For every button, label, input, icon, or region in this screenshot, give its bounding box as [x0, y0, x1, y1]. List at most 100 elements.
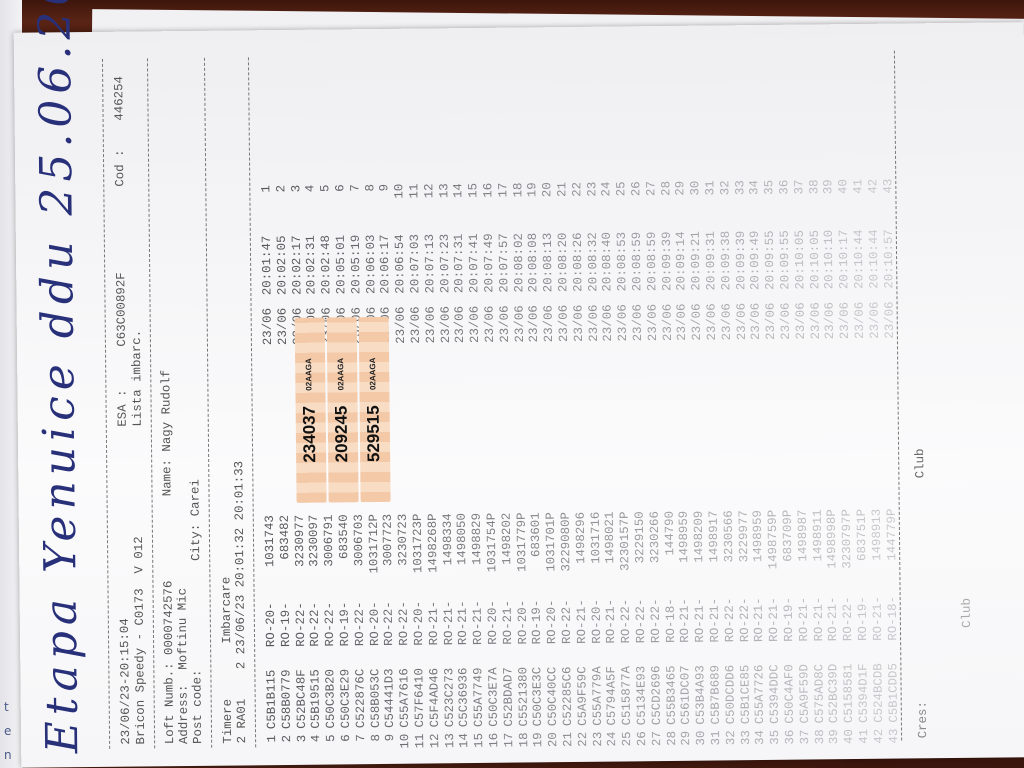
ring-number: 3230266	[647, 511, 663, 564]
arrival-index: 36	[777, 179, 792, 195]
country-year: RO-22-	[308, 601, 323, 647]
ring-id: C5521380	[515, 666, 531, 727]
address: Address: Moftinu Mic	[175, 587, 192, 745]
arrival-index: 11	[407, 183, 422, 199]
arrival-date: 23/06	[275, 307, 290, 346]
arrival-time: 20:10:44	[851, 229, 867, 290]
arrival-time: 20:07:31	[452, 233, 467, 294]
ring-id: C58B0779	[279, 669, 294, 730]
country-year: RO-19-	[781, 597, 797, 642]
country-year: RO-22-	[633, 598, 649, 644]
country-year: RO-22-	[293, 602, 308, 647]
arrival-date: 23/06	[704, 303, 719, 341]
ring-number: 1498334	[440, 513, 455, 566]
club-label: Club	[913, 448, 928, 479]
list-title: Lista imbarc.	[129, 329, 145, 427]
ring-id: C5B19515	[308, 669, 324, 729]
row-number: 38	[812, 729, 827, 745]
row-number: 20	[546, 732, 561, 748]
cres-label: Cres:	[915, 701, 931, 739]
arrival-date: 23/06	[600, 304, 616, 342]
arrival-index: 39	[821, 179, 836, 195]
ring-number: 3229150	[632, 511, 648, 564]
timers-label: Timere	[220, 698, 236, 744]
divider	[101, 58, 111, 749]
row-number: 6	[339, 734, 354, 742]
ring-number: 1498917	[706, 510, 722, 563]
row-number: 32	[723, 730, 738, 746]
row-number: 26	[635, 731, 650, 747]
country-year: RO-22-	[559, 599, 575, 645]
sticker-number: 234037	[299, 405, 320, 463]
country-year: RO-20-	[544, 599, 560, 645]
row-number: 5	[324, 734, 339, 743]
ring-number: 144790	[662, 510, 677, 556]
arrival-time: 20:09:39	[659, 231, 675, 292]
row-number: 42	[871, 728, 886, 744]
arrival-index: 4	[303, 184, 318, 193]
handwritten-title: Etapa Yenuice ddu 25.06.2023	[28, 0, 89, 754]
row-number: 15	[472, 732, 487, 748]
arrival-time: 20:10:44	[866, 229, 882, 289]
left-sheet-letter: e	[4, 724, 12, 738]
arrival-date: 23/06	[423, 306, 438, 344]
ring-id: C5134E93	[634, 665, 649, 726]
row-number: 1	[265, 735, 280, 743]
arrival-date: 23/06	[482, 305, 497, 343]
row-number: 12	[427, 733, 442, 749]
row-number: 37	[797, 729, 812, 745]
arrival-date: 23/06	[526, 305, 542, 343]
arrival-date: 23/06	[734, 302, 749, 341]
ring-id: C515877A	[619, 665, 635, 726]
ring-number: 3230566	[721, 510, 737, 563]
row-number: 30	[694, 730, 709, 746]
arrival-index: 37	[792, 179, 807, 195]
ring-number: 1031743	[262, 515, 278, 568]
cod-label: Cod :	[112, 149, 128, 187]
country-year: RO-21-	[766, 597, 782, 642]
ring-number: 1498759P	[765, 509, 781, 570]
row-number: 16	[487, 732, 502, 748]
row-number: 4	[309, 734, 324, 743]
arrival-time: 20:08:59	[644, 231, 660, 292]
arrival-index: 33	[732, 180, 748, 196]
country-year: RO-21-	[500, 599, 515, 645]
ring-id: C5C36936	[456, 667, 472, 728]
arrival-date: 23/06	[408, 306, 423, 344]
arrival-time: 20:06:54	[392, 234, 408, 294]
row-number: 19	[531, 732, 546, 748]
arrival-index: 8	[362, 184, 377, 192]
row-number: 13	[442, 733, 457, 749]
arrival-time: 20:07:57	[496, 233, 512, 293]
arrival-index: 34	[747, 179, 762, 196]
country-year: RO-21-	[604, 598, 619, 644]
ring-id: C50C40CC	[545, 666, 561, 727]
ring-id: C50C4AF0	[782, 664, 797, 724]
ring-number: 1498202	[499, 512, 515, 565]
country-year: RO-22-	[722, 597, 737, 643]
arrival-index: 5	[318, 184, 333, 193]
ring-id: C575AD8C	[811, 663, 827, 724]
ring-id: C5F4AD46	[427, 667, 442, 728]
ring-id: C52BC39D	[826, 663, 842, 724]
country-year: RO-21-	[470, 600, 486, 646]
arrival-date: 23/06	[748, 302, 764, 341]
arrival-time: 20:09:55	[762, 230, 778, 290]
country-year: RO-22-	[840, 596, 856, 642]
ring-number: 3006791	[321, 514, 337, 567]
owner-name: Name: Nagy Rudolf	[159, 369, 175, 497]
sticker-number: 529515	[363, 405, 384, 463]
ring-number: 3230797P	[839, 509, 855, 569]
country-year: RO-20-	[411, 600, 427, 646]
ring-id: C58B053C	[367, 668, 383, 729]
arrival-time: 20:08:32	[585, 232, 601, 292]
arrival-date: 23/06	[630, 304, 645, 342]
arrival-time: 20:09:39	[733, 230, 749, 291]
ring-id: C5B1CE85	[737, 664, 753, 725]
arrival-date: 23/06	[467, 305, 483, 344]
country-year: RO-21-	[456, 600, 471, 646]
arrival-time: 20:09:21	[688, 231, 704, 291]
ring-id: C5158581	[841, 663, 857, 724]
divider	[146, 58, 156, 749]
arrival-date: 23/06	[837, 301, 853, 340]
